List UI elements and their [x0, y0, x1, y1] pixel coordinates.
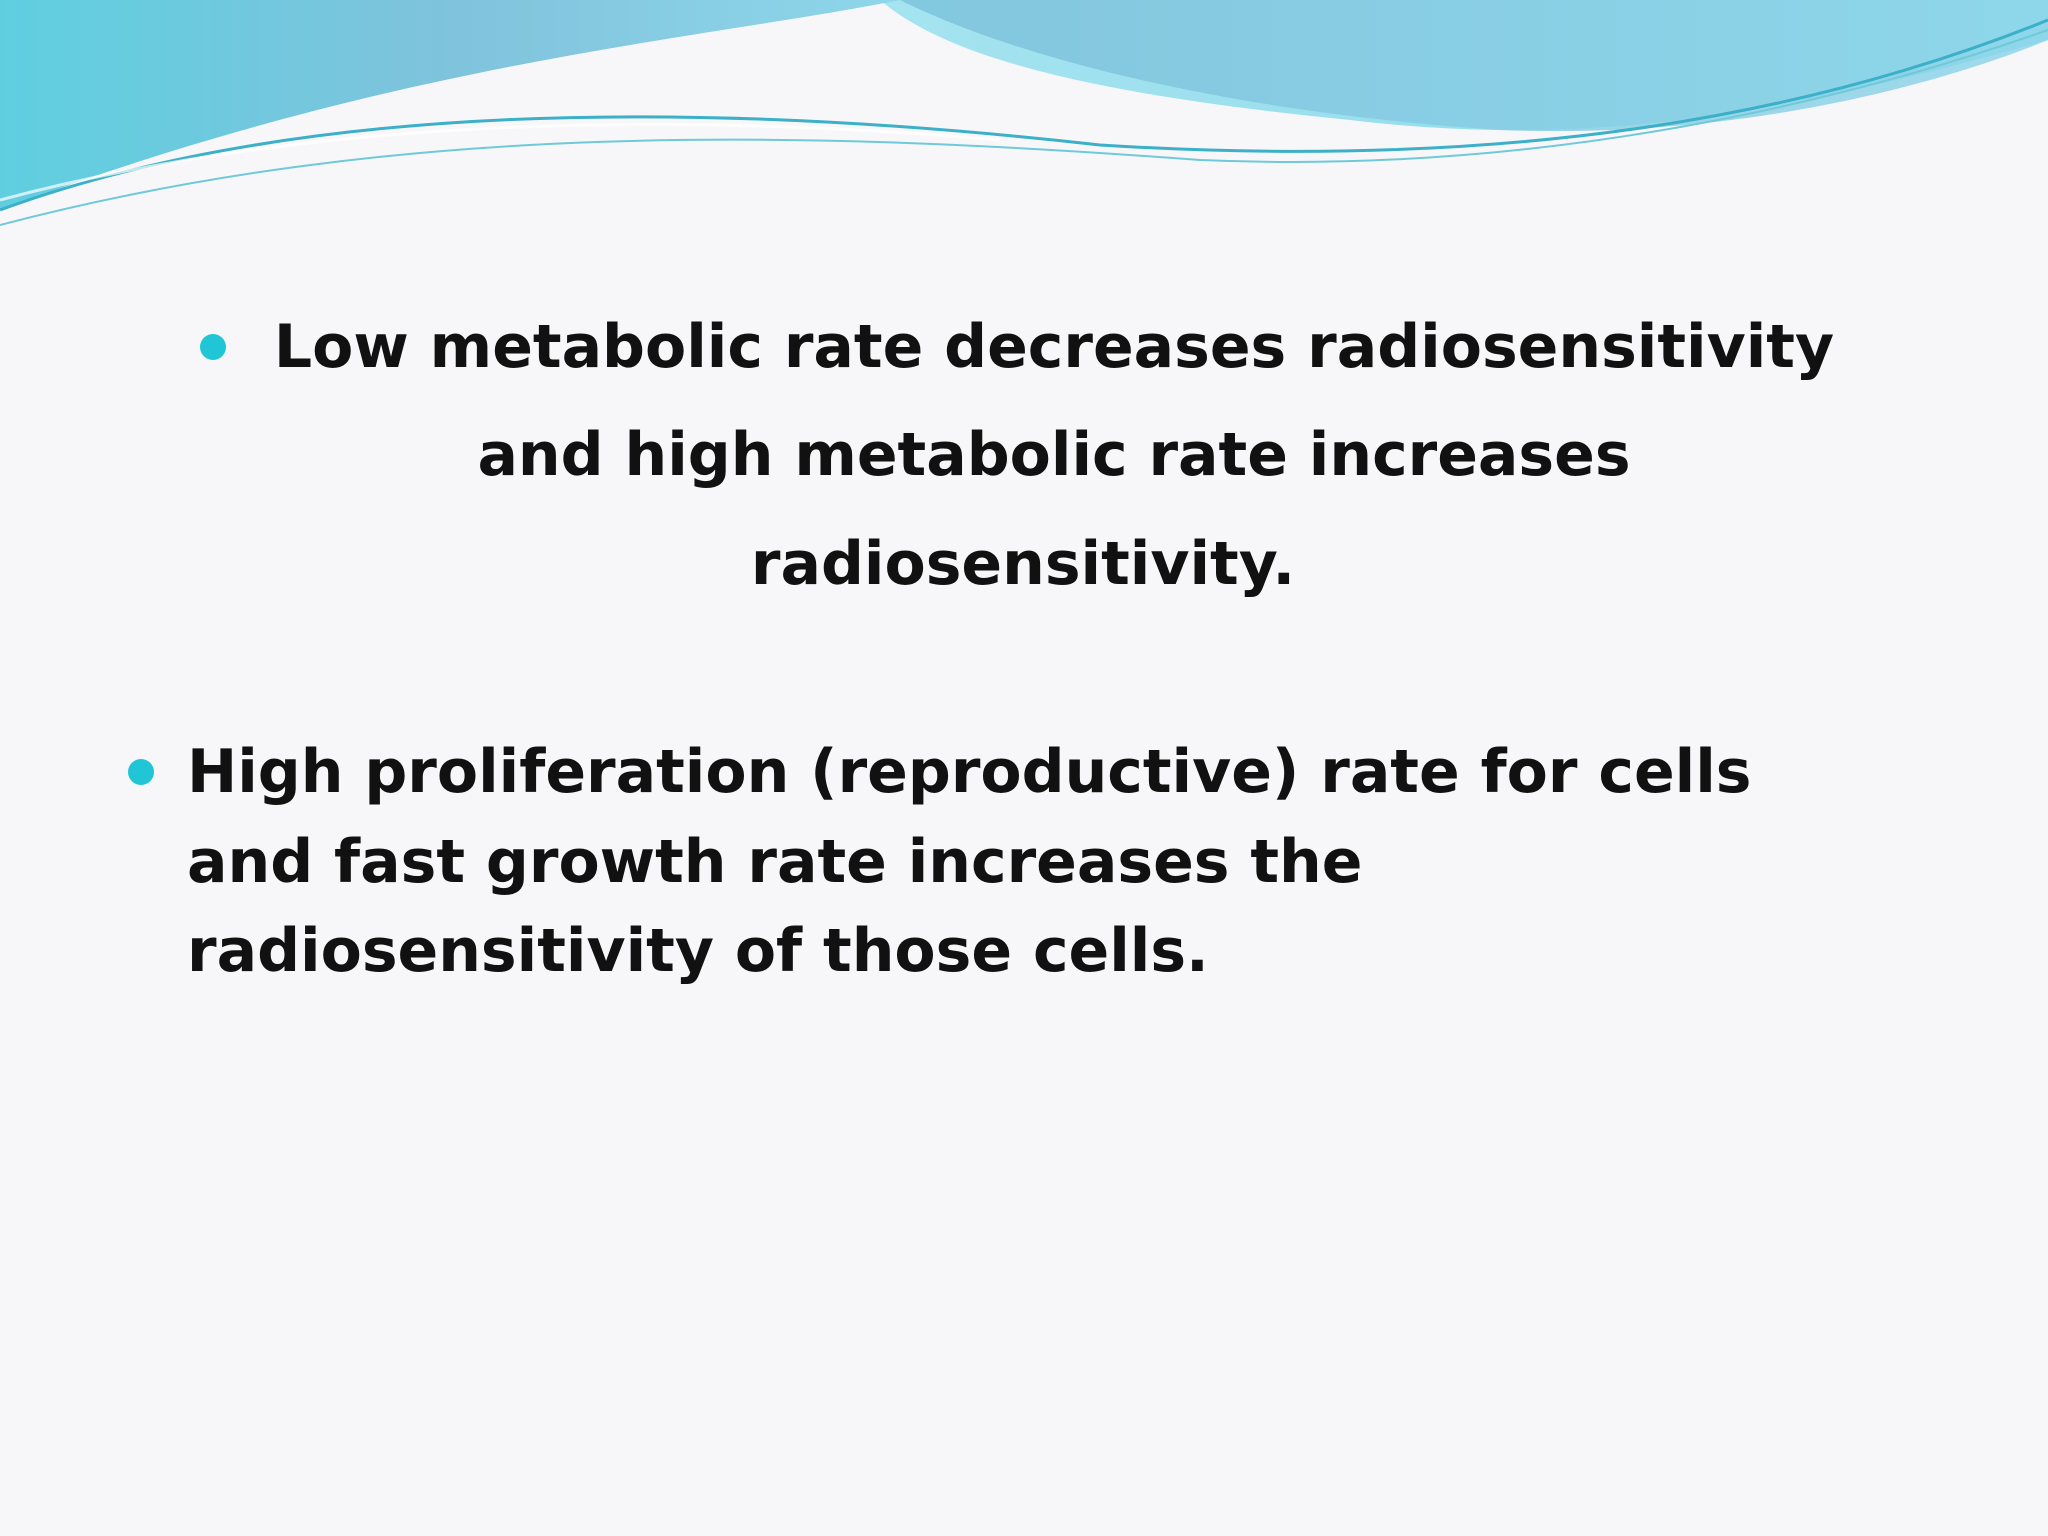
bullet-text: and high metabolic rate increases	[477, 420, 1631, 490]
bullet-dot	[200, 334, 226, 360]
bullet-text: radiosensitivity.	[750, 529, 1296, 599]
bullet-dot	[128, 759, 154, 785]
bullet-text: High proliferation (reproductive) rate f…	[187, 737, 1752, 807]
header-wave	[0, 0, 2048, 226]
bullet-text: Low metabolic rate decreases radiosensit…	[273, 312, 1835, 382]
bullet-text: radiosensitivity of those cells.	[187, 916, 1209, 986]
bullet-text: and fast growth rate increases the	[187, 827, 1363, 897]
